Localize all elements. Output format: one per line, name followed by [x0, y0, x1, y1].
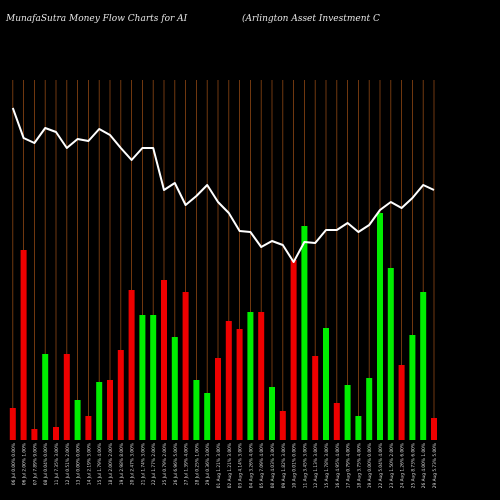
flow-bar [9, 408, 16, 440]
flow-bar [150, 315, 157, 440]
x-tick-label: 25 Jul 0.79% 2.00% [162, 443, 168, 485]
flow-bar [236, 329, 243, 440]
x-tick-label: 15 Jul 1.79% 4.00% [97, 443, 103, 485]
flow-bar [182, 292, 189, 440]
x-tick-label: 08 Aug 4.03% 3.00% [270, 443, 276, 488]
flow-bar [171, 337, 178, 440]
x-tick-label: 24 Aug 1.26% 6.00% [400, 443, 406, 488]
flow-bar [204, 393, 211, 440]
x-tick-label: 23 Aug 1.50% 2.00% [389, 443, 395, 488]
x-tick-label: 16 Aug 4.95% 4.00% [335, 443, 341, 488]
x-tick-label: 05 Aug 7.09% 4.00% [259, 443, 265, 488]
x-tick-label: 22 Jul 1.77% 2.00% [151, 443, 157, 485]
x-tick-label: 18 Jul 2.00% 2.00% [108, 443, 114, 485]
flow-bar [409, 335, 416, 440]
chart-title: MunafaSutra Money Flow Charts for AI [6, 14, 188, 24]
x-tick-label: 06 Jul 0.00% 0.00% [11, 443, 17, 485]
flow-bar [247, 312, 254, 440]
x-tick-label: 21 Jul 1.74% 3.00% [140, 443, 146, 485]
flow-bar [53, 427, 59, 440]
x-tick-label: 11 Aug 3.45% 3.00% [302, 443, 308, 488]
x-tick-label: 28 Jul 0.25% 1.00% [194, 443, 200, 485]
x-tick-label: 25 Aug 8.73% 6.00% [410, 443, 416, 488]
x-tick-label: 02 Aug 1.21% 3.00% [227, 443, 233, 488]
flow-bar [366, 378, 373, 440]
x-tick-label: 10 Aug 0.01% 0.00% [292, 443, 298, 488]
flow-bar [398, 365, 405, 440]
x-tick-label: 03 Aug 4.14% 3.00% [238, 443, 244, 488]
flow-bar [279, 411, 286, 440]
flow-bar [96, 382, 103, 440]
flow-bar [323, 328, 329, 440]
flow-bar [161, 280, 167, 440]
flow-bar [344, 385, 351, 440]
x-tick-label: 29 Jul 0.36% 3.00% [205, 443, 211, 485]
flow-bar [74, 400, 81, 440]
flow-bar [128, 290, 135, 440]
flow-bar [85, 416, 92, 440]
x-tick-label: 11 Jul 7.35% 3.00% [54, 443, 60, 485]
x-tick-label: 22 Aug 5.04% 4.00% [378, 443, 384, 488]
flow-bar [193, 380, 200, 440]
flow-bar [387, 268, 394, 440]
flow-bar [420, 292, 427, 440]
x-tick-label: 18 Aug 3.75% 4.00% [356, 443, 362, 488]
x-tick-label: 19 Jul 2.98% 8.00% [119, 443, 125, 485]
x-tick-label: 08 Jul 0.04% 0.00% [43, 443, 49, 485]
x-tick-label: 01 Aug 1.21% 3.00% [216, 443, 222, 488]
x-tick-label: 14 Jul 2.19% 3.00% [86, 443, 92, 485]
x-tick-label: 27 Jul 1.39% 4.00% [184, 443, 190, 485]
flow-bar [258, 312, 265, 440]
x-tick-label: 06 Jul 2.00% 1.00% [22, 443, 28, 485]
flow-bar [31, 429, 38, 440]
flow-bar [312, 356, 319, 440]
x-tick-label: 07 Jul 7.89% 9.00% [32, 443, 38, 485]
x-tick-label: 12 Jul 0.51% 2.00% [65, 443, 71, 485]
x-tick-label: 12 Aug 1.13% 3.00% [313, 443, 319, 488]
flow-bar [301, 226, 308, 440]
x-tick-label: 19 Aug 0.00% 0.00% [367, 443, 373, 488]
x-tick-label: 17 Aug 0.79% 4.00% [346, 443, 352, 488]
x-tick-label: 20 Jul 2.47% 3.00% [130, 443, 136, 485]
flow-bar [431, 418, 437, 440]
flow-bar [20, 250, 27, 440]
flow-bar [333, 403, 340, 440]
x-tick-label: 26 Jul 6.96% 5.00% [173, 443, 179, 485]
x-tick-label: 09 Aug 1.82% 3.00% [281, 443, 287, 488]
flow-bar [139, 315, 146, 440]
flow-bar [215, 358, 221, 440]
flow-bar [290, 260, 297, 440]
x-tick-label: 04 Aug 3.26% 4.00% [248, 443, 254, 488]
flow-bar [63, 354, 70, 440]
x-tick-label: 15 Aug 1.78% 3.00% [324, 443, 330, 488]
flow-bar [42, 354, 49, 440]
flow-bar [269, 387, 275, 440]
flow-bar [355, 416, 362, 440]
x-tick-label: 26 Aug 4.00% 1.00% [421, 443, 427, 488]
x-tick-label: 13 Jul 0.00% 0.00% [76, 443, 82, 485]
chart-subtitle: (Arlington Asset Investment C [242, 14, 380, 24]
flow-bar [377, 213, 383, 440]
flow-bar [107, 380, 113, 440]
x-tick-label: 29 Aug 5.73% 5.00% [432, 443, 438, 488]
flow-bar [225, 321, 232, 440]
price-line [11, 107, 435, 263]
flow-bar [117, 350, 124, 440]
